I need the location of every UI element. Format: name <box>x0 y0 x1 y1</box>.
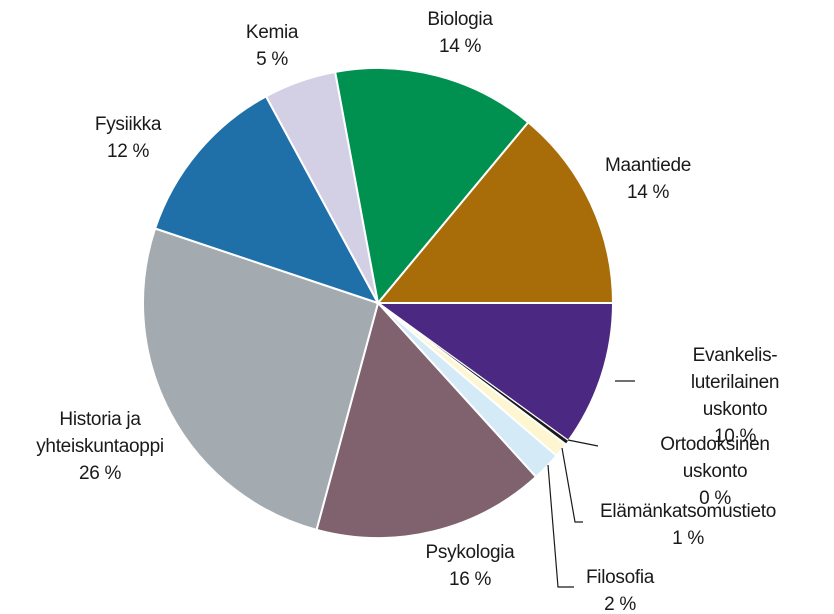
slice-value: 1 % <box>672 528 704 549</box>
leader-line <box>567 439 599 447</box>
slice-value: 5 % <box>256 49 288 70</box>
slice-name: Psykologia <box>425 542 515 563</box>
slice-label: Fysiikka 12 % <box>94 111 162 165</box>
pie-slice <box>334 67 530 306</box>
slice-label: Elämänkatsomustieto 1 % <box>600 498 776 552</box>
slice-value: 0 % <box>699 488 731 509</box>
pie-slice <box>142 227 380 532</box>
slice-label: Evankelis-luterilainen uskonto 10 % <box>686 342 785 450</box>
slice-name: Kemia <box>245 22 299 43</box>
slice-name: Filosofia <box>585 567 655 588</box>
slice-value: 12 % <box>106 141 150 162</box>
slice-label: Biologia 14 % <box>427 6 493 60</box>
slice-value: 26 % <box>78 463 122 484</box>
slice-name: Fysiikka <box>94 114 162 135</box>
pie-slice <box>153 95 381 305</box>
slice-value: 2 % <box>604 594 636 614</box>
slice-name: Maantiede <box>604 155 692 176</box>
pie-slice <box>374 302 615 443</box>
slice-label: Kemia 5 % <box>245 19 299 73</box>
slice-name: Historia ja yhteiskuntaoppi <box>36 409 164 457</box>
slice-name: Biologia <box>427 9 493 30</box>
leader-line <box>561 447 583 523</box>
slice-name: Elämänkatsomustieto <box>600 501 776 522</box>
slice-label: Maantiede 14 % <box>605 152 691 206</box>
slice-label: Psykologia 16 % <box>426 539 515 593</box>
slice-label: Ortodoksinen uskonto 0 % <box>656 431 775 512</box>
slice-name: Evankelis-luterilainen uskonto <box>690 345 780 420</box>
slice-label: Filosofia 2 % <box>586 564 654 614</box>
slice-value: 10 % <box>713 426 757 447</box>
slice-value: 14 % <box>438 36 482 57</box>
slice-value: 14 % <box>626 182 670 203</box>
pie-slice <box>375 120 615 304</box>
leader-line <box>547 464 574 588</box>
slice-value: 16 % <box>448 569 492 590</box>
pie-slice <box>315 300 538 539</box>
slice-name: Ortodoksinen uskonto <box>660 434 770 482</box>
slice-label: Historia ja yhteiskuntaoppi 26 % <box>36 406 164 487</box>
